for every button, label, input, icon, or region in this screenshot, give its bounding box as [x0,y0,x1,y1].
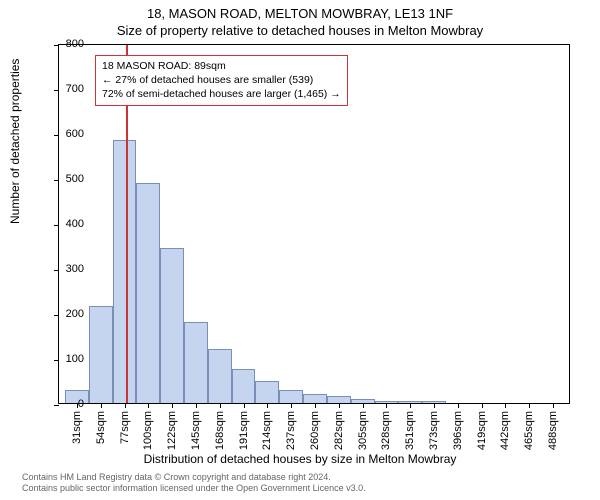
y-tick-label: 700 [56,83,84,95]
x-tick-label: 465sqm [523,411,535,450]
x-tick-mark [529,403,530,408]
x-tick-label: 373sqm [428,411,440,450]
histogram-bar [113,140,137,403]
x-tick-label: 282sqm [333,411,345,450]
info-box: 18 MASON ROAD: 89sqm ← 27% of detached h… [95,55,348,106]
histogram-bar [255,381,279,403]
x-tick-mark [125,403,126,408]
histogram-bar [89,306,113,403]
footer-line2: Contains public sector information licen… [22,483,366,494]
chart-title-sub: Size of property relative to detached ho… [0,21,600,38]
y-tick-label: 500 [56,173,84,185]
x-tick-label: 77sqm [119,411,131,444]
info-box-line1: 18 MASON ROAD: 89sqm [102,59,341,73]
x-tick-mark [410,403,411,408]
x-tick-mark [553,403,554,408]
x-tick-label: 31sqm [71,411,83,444]
x-tick-label: 191sqm [238,411,250,450]
y-tick-label: 200 [56,308,84,320]
x-tick-mark [386,403,387,408]
histogram-bar [208,349,232,403]
x-tick-label: 442sqm [499,411,511,450]
x-tick-mark [148,403,149,408]
histogram-bar [232,369,256,403]
x-tick-mark [363,403,364,408]
x-tick-mark [482,403,483,408]
x-tick-mark [267,403,268,408]
x-tick-mark [101,403,102,408]
x-tick-label: 145sqm [190,411,202,450]
histogram-bar [279,390,303,404]
x-tick-label: 419sqm [476,411,488,450]
info-box-line3: 72% of semi-detached houses are larger (… [102,87,341,101]
x-tick-mark [339,403,340,408]
x-tick-label: 260sqm [309,411,321,450]
y-tick-label: 400 [56,218,84,230]
y-tick-label: 100 [56,353,84,365]
x-tick-mark [505,403,506,408]
x-tick-label: 100sqm [142,411,154,450]
plot-area: 18 MASON ROAD: 89sqm ← 27% of detached h… [58,44,570,404]
x-tick-label: 351sqm [404,411,416,450]
info-box-line2: ← 27% of detached houses are smaller (53… [102,73,341,87]
x-tick-label: 488sqm [547,411,559,450]
y-tick-label: 0 [56,398,84,410]
x-tick-mark [458,403,459,408]
x-tick-label: 168sqm [214,411,226,450]
y-tick-label: 300 [56,263,84,275]
x-tick-mark [291,403,292,408]
y-axis-label: Number of detached properties [8,59,22,224]
histogram-bar [184,322,208,403]
x-tick-mark [196,403,197,408]
chart-title-main: 18, MASON ROAD, MELTON MOWBRAY, LE13 1NF [0,0,600,21]
histogram-bar [327,396,351,403]
x-tick-mark [244,403,245,408]
x-tick-mark [220,403,221,408]
x-tick-label: 214sqm [261,411,273,450]
x-axis-label: Distribution of detached houses by size … [0,452,600,466]
footer-attribution: Contains HM Land Registry data © Crown c… [22,472,366,494]
x-tick-label: 122sqm [166,411,178,450]
y-tick-label: 600 [56,128,84,140]
x-tick-label: 396sqm [452,411,464,450]
histogram-bar [160,248,184,403]
histogram-bar [303,394,327,403]
x-tick-mark [172,403,173,408]
y-tick-label: 800 [56,38,84,50]
x-tick-label: 328sqm [380,411,392,450]
x-tick-mark [434,403,435,408]
x-tick-mark [315,403,316,408]
footer-line1: Contains HM Land Registry data © Crown c… [22,472,366,483]
x-tick-label: 54sqm [95,411,107,444]
x-tick-label: 305sqm [357,411,369,450]
x-tick-label: 237sqm [285,411,297,450]
histogram-bar [136,183,160,404]
